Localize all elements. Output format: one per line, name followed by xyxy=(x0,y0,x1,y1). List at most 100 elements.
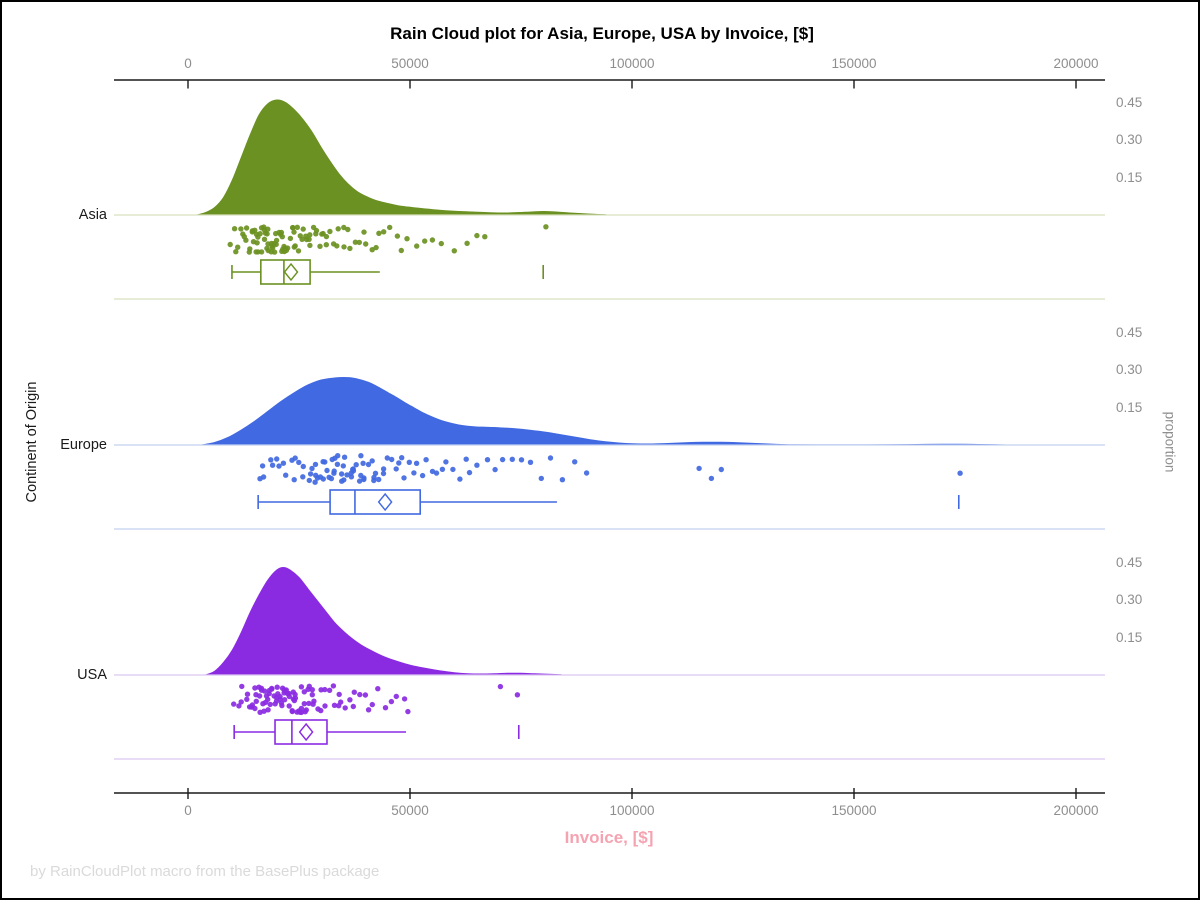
category-label-usa: USA xyxy=(77,667,107,683)
rain-point-asia xyxy=(376,230,382,236)
mean-diamond-usa xyxy=(298,722,314,742)
rain-point-usa xyxy=(369,701,375,708)
rain-point-asia xyxy=(373,244,379,251)
rain-point-asia xyxy=(313,231,319,237)
rain-point-asia xyxy=(283,247,290,253)
rain-point-europe xyxy=(276,463,282,469)
rain-point-europe xyxy=(369,458,375,464)
rain-point-usa xyxy=(350,703,356,710)
rain-point-europe xyxy=(463,456,469,462)
rain-point-europe xyxy=(300,474,306,480)
rain-point-usa xyxy=(514,692,521,698)
rain-point-europe xyxy=(708,475,715,482)
rain-point-europe xyxy=(399,455,405,461)
rain-point-asia xyxy=(292,243,298,249)
rain-point-asia xyxy=(258,249,265,255)
rain-point-asia xyxy=(335,226,341,232)
rain-point-europe xyxy=(957,470,963,476)
rain-point-usa xyxy=(322,703,328,709)
rain-point-usa xyxy=(382,705,389,711)
rain-point-europe xyxy=(411,470,417,476)
rain-point-asia xyxy=(300,226,306,232)
rain-point-europe xyxy=(406,459,412,465)
rain-point-europe xyxy=(389,456,395,463)
rain-point-europe xyxy=(499,456,506,463)
proportion-tick-label: 0.15 xyxy=(1116,399,1143,415)
rain-point-usa xyxy=(271,693,277,699)
rain-point-europe xyxy=(340,463,346,469)
rain-point-europe xyxy=(372,470,379,476)
rain-point-asia xyxy=(306,236,312,242)
rain-point-usa xyxy=(405,708,411,715)
rain-point-asia xyxy=(451,248,457,254)
rain-point-europe xyxy=(328,475,335,482)
rain-point-asia xyxy=(273,241,279,248)
rain-point-usa xyxy=(301,701,307,707)
rain-point-usa xyxy=(252,685,258,691)
density-cloud-europe xyxy=(200,377,1077,446)
rain-point-europe xyxy=(696,465,702,472)
rain-point-usa xyxy=(357,691,363,698)
rain-point-usa xyxy=(365,707,372,713)
rain-point-usa xyxy=(330,683,337,689)
rain-point-usa xyxy=(286,693,292,700)
rain-point-europe xyxy=(307,471,314,477)
rain-point-europe xyxy=(260,474,267,480)
rain-point-usa xyxy=(326,687,333,693)
rain-point-usa xyxy=(362,692,369,698)
rain-point-asia xyxy=(294,224,300,230)
rain-point-europe xyxy=(450,466,456,473)
density-cloud-asia xyxy=(196,99,1077,216)
attribution-footnote: by RainCloudPlot macro from the BasePlus… xyxy=(30,863,380,880)
rain-point-asia xyxy=(543,224,549,230)
rain-point-usa xyxy=(244,696,250,702)
rain-point-europe xyxy=(439,466,446,472)
rain-point-europe xyxy=(484,457,491,463)
rain-point-europe xyxy=(312,479,318,485)
rain-point-europe xyxy=(309,465,315,472)
rain-point-asia xyxy=(295,248,302,254)
rain-point-usa xyxy=(265,696,271,703)
rain-point-europe xyxy=(360,460,366,466)
rain-point-usa xyxy=(279,702,285,709)
rain-point-europe xyxy=(334,461,341,467)
rain-point-asia xyxy=(243,225,250,231)
rain-point-asia xyxy=(261,236,268,242)
rain-point-europe xyxy=(350,468,357,474)
rain-point-europe xyxy=(274,456,280,462)
rain-point-usa xyxy=(303,707,309,713)
rain-point-usa xyxy=(306,700,312,707)
rain-point-asia xyxy=(482,234,488,240)
rain-point-asia xyxy=(241,234,247,240)
rain-point-asia xyxy=(319,231,325,237)
rain-point-europe xyxy=(358,453,364,459)
rain-point-europe xyxy=(559,477,566,483)
rain-point-usa xyxy=(375,686,381,692)
rain-point-europe xyxy=(423,457,429,463)
rain-point-asia xyxy=(235,244,241,250)
density-cloud-usa xyxy=(205,567,1077,676)
x-tick-label-top: 100000 xyxy=(609,56,655,71)
rain-point-usa xyxy=(342,705,348,711)
rain-point-asia xyxy=(231,226,238,232)
rain-point-usa xyxy=(236,703,242,709)
rain-point-europe xyxy=(457,476,463,482)
rain-point-europe xyxy=(338,471,345,477)
rain-point-europe xyxy=(344,472,350,478)
rain-point-asia xyxy=(287,235,294,242)
rain-point-europe xyxy=(572,459,578,465)
rain-point-europe xyxy=(376,476,382,483)
box-asia xyxy=(260,259,311,285)
rain-point-europe xyxy=(365,461,372,468)
proportion-tick-label: 0.45 xyxy=(1116,94,1143,110)
right-axis-label: proportion xyxy=(1162,411,1178,473)
rain-point-asia xyxy=(264,231,270,237)
rain-point-europe xyxy=(292,455,298,461)
proportion-tick-label: 0.45 xyxy=(1116,554,1143,570)
rain-point-asia xyxy=(227,241,233,248)
x-tick-label-bottom: 200000 xyxy=(1053,803,1099,818)
rain-point-asia xyxy=(381,229,387,235)
rain-point-asia xyxy=(246,249,252,255)
proportion-tick-label: 0.30 xyxy=(1116,362,1143,377)
